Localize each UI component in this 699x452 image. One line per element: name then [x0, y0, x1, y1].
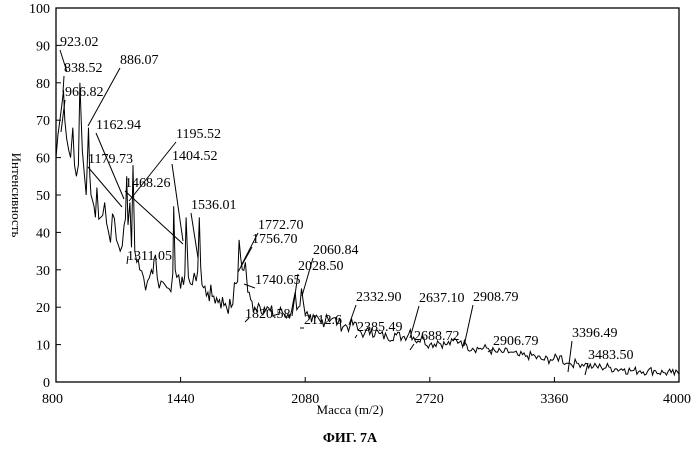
peak-leader-21: [464, 305, 473, 346]
peak-leader-5: [129, 142, 176, 201]
peak-label-18: 1820.58: [245, 307, 291, 322]
peak-label-15: 2028.50: [298, 259, 344, 274]
peak-label-9: 1536.01: [191, 198, 237, 213]
peak-label-7: 1404.52: [172, 149, 218, 164]
peak-label-12: 1311.05: [127, 249, 172, 264]
peak-leader-14: [244, 284, 255, 288]
peak-label-8: 1468.26: [125, 176, 171, 191]
peak-label-20: 2385.49: [357, 320, 403, 335]
peak-label-6: 1179.73: [88, 152, 133, 167]
peak-label-0: 923.02: [60, 35, 99, 50]
peak-label-25: 3483.50: [588, 348, 634, 363]
y-tick-label-0: 0: [43, 376, 50, 391]
peak-label-4: 1162.94: [96, 118, 141, 133]
y-tick-label-5: 50: [36, 189, 50, 204]
peak-label-17: 2637.10: [419, 291, 465, 306]
peak-leader-22: [410, 344, 414, 350]
y-tick-label-7: 70: [36, 114, 50, 129]
peak-label-19: 2112.6: [304, 313, 342, 328]
x-tick-label-1: 1440: [167, 392, 195, 407]
x-tick-label-3: 2720: [416, 392, 444, 407]
peak-label-5: 1195.52: [176, 127, 221, 142]
y-tick-label-3: 30: [36, 264, 50, 279]
peak-label-13: 2060.84: [313, 243, 359, 258]
peak-label-1: 838.52: [64, 61, 103, 76]
peak-leader-25: [585, 363, 588, 375]
peak-label-24: 3396.49: [572, 326, 618, 341]
y-tick-label-4: 40: [36, 226, 50, 241]
peak-label-10: 1772.70: [258, 218, 304, 233]
peak-leader-1: [63, 76, 64, 92]
y-tick-label-9: 90: [36, 39, 50, 54]
x-tick-label-4: 3360: [540, 392, 568, 407]
peak-label-11: 1756.70: [252, 232, 298, 247]
y-tick-label-6: 60: [36, 152, 50, 167]
peak-annotations: 923.02 838.52 966.82 886.07 1162.94 1195.52 11…: [60, 35, 634, 375]
y-tick-label-1: 10: [36, 339, 50, 354]
peak-label-16: 2332.90: [356, 290, 402, 305]
x-axis-label: Масса (m/2): [317, 402, 384, 417]
y-axis-label: Интенсивность: [9, 153, 24, 238]
peak-label-23: 2906.79: [493, 334, 539, 349]
peak-label-3: 886.07: [120, 53, 159, 68]
peak-leader-20: [355, 335, 357, 338]
y-tick-label-8: 80: [36, 77, 50, 92]
y-tick-label-2: 20: [36, 301, 50, 316]
peak-label-21: 2908.79: [473, 290, 519, 305]
peak-leader-9: [191, 213, 198, 258]
peak-label-2: 966.82: [65, 85, 104, 100]
peak-label-22: 2688.72: [414, 329, 460, 344]
x-tick-label-0: 800: [42, 392, 63, 407]
figure-caption: ФИГ. 7А: [323, 431, 378, 446]
peak-leader-24: [568, 341, 572, 372]
peak-label-14: 1740.65: [255, 273, 301, 288]
x-tick-label-5: 4000: [663, 392, 691, 407]
y-tick-label-10: 100: [29, 2, 50, 17]
x-tick-label-2: 2080: [291, 392, 319, 407]
